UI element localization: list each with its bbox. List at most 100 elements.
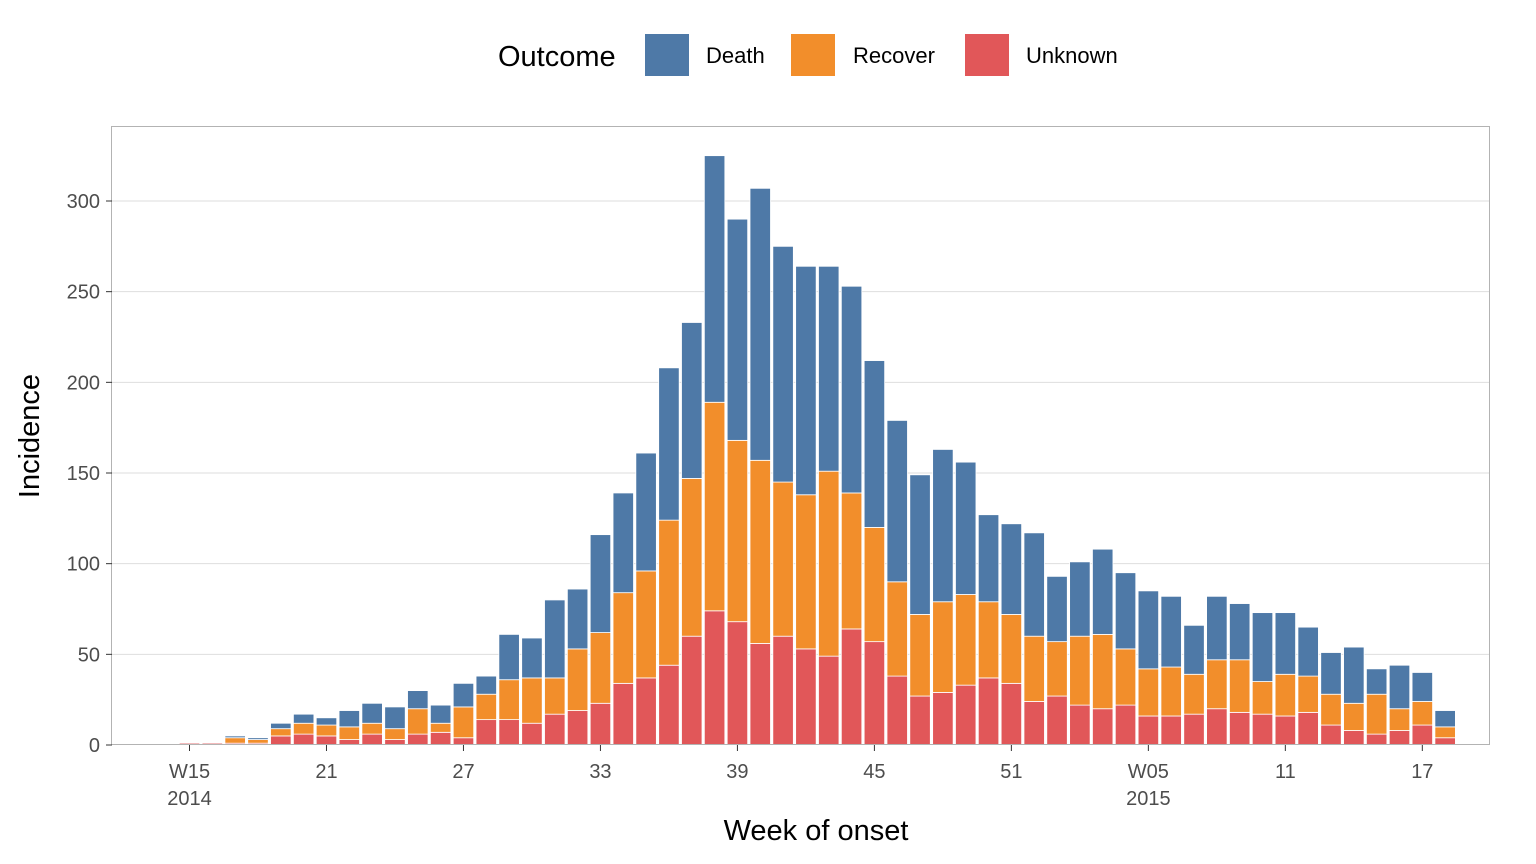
legend: Outcome Death Recover Unknown: [498, 34, 1118, 76]
bar-death: [863, 360, 886, 528]
bar-unknown: [429, 731, 452, 746]
bar-unknown: [498, 719, 520, 746]
bar-death: [292, 713, 315, 724]
bar-death: [635, 452, 657, 572]
x-tick-label: 27: [452, 761, 474, 783]
bar-recover: [270, 728, 292, 737]
bar-death: [384, 706, 406, 730]
bar-recover: [1137, 668, 1160, 717]
bar-unknown: [521, 722, 543, 746]
bar-recover: [658, 519, 680, 666]
bar-recover: [452, 706, 475, 739]
bar-death: [977, 514, 1000, 603]
bar-death: [315, 717, 338, 726]
bar-death: [932, 449, 954, 603]
bar-death: [1229, 603, 1251, 661]
bar-death: [452, 682, 475, 708]
bar-recover: [840, 492, 863, 630]
bar-unknown: [977, 677, 1000, 746]
bar-death: [498, 633, 520, 681]
x-tick-label: W05: [1128, 761, 1169, 783]
legend-key-recover: [791, 34, 835, 76]
bar-death: [1206, 595, 1228, 661]
bar-unknown: [1251, 713, 1274, 746]
bar-death: [1297, 626, 1319, 677]
bar-recover: [772, 481, 794, 637]
x-tick-label: 17: [1411, 761, 1433, 783]
bar-death: [247, 737, 269, 740]
bar-death: [612, 492, 634, 594]
bar-death: [1411, 672, 1433, 702]
bar-recover: [429, 722, 452, 733]
bar-death: [886, 420, 908, 583]
bar-recover: [726, 439, 749, 623]
bar-unknown: [749, 643, 771, 746]
bar-unknown: [1160, 715, 1182, 746]
bar-recover: [1343, 702, 1365, 731]
bar-unknown: [1206, 708, 1228, 746]
bar-recover: [292, 722, 315, 735]
bar-unknown: [1366, 733, 1388, 746]
legend-key-unknown: [965, 34, 1009, 76]
bar-unknown: [635, 677, 657, 746]
bar-recover: [589, 632, 612, 704]
y-tick-label: 0: [89, 735, 100, 757]
legend-label-death: Death: [706, 43, 765, 68]
x-axis-title: Week of onset: [724, 815, 909, 847]
x-tick-label: 39: [726, 761, 748, 783]
bar-recover: [407, 708, 429, 735]
bar-recover: [1069, 635, 1091, 706]
bar-unknown: [1183, 713, 1205, 746]
bar-death: [361, 702, 383, 724]
bar-unknown: [840, 628, 863, 746]
bar-recover: [1023, 635, 1045, 702]
bar-death: [1274, 612, 1296, 675]
y-tick-label: 50: [78, 644, 100, 666]
bar-recover: [749, 459, 771, 644]
bar-recover: [1206, 659, 1228, 710]
bars: [178, 155, 1456, 746]
bar-death: [338, 710, 360, 728]
bar-unknown: [361, 733, 383, 746]
bar-recover: [224, 737, 246, 744]
bar-recover: [795, 494, 817, 650]
bar-unknown: [1046, 695, 1068, 746]
bar-unknown: [1000, 682, 1023, 746]
bar-recover: [612, 592, 634, 684]
bar-recover: [1411, 701, 1433, 726]
bar-death: [1069, 561, 1091, 637]
bar-recover: [977, 601, 1000, 679]
bar-unknown: [818, 655, 840, 746]
bar-death: [1092, 548, 1114, 635]
bar-unknown: [955, 684, 977, 746]
bar-recover: [498, 679, 520, 721]
y-tick-label: 100: [67, 554, 100, 576]
bar-recover: [909, 614, 931, 697]
bar-recover: [1046, 641, 1068, 697]
bar-death: [772, 245, 794, 483]
bar-death: [1366, 668, 1388, 695]
bar-death: [955, 461, 977, 595]
bar-recover: [361, 722, 383, 735]
bar-recover: [863, 527, 886, 643]
bar-death: [658, 367, 680, 521]
bar-unknown: [1069, 704, 1091, 746]
bar-unknown: [452, 737, 475, 746]
bar-death: [521, 637, 543, 679]
y-axis-title: Incidence: [14, 374, 46, 498]
bar-death: [1343, 646, 1365, 704]
y-axis: 0 50 100 150 200 250 300: [67, 191, 112, 757]
bar-recover: [1229, 659, 1251, 713]
bar-death: [1251, 612, 1274, 682]
bar-recover: [1114, 648, 1137, 706]
bar-death: [475, 675, 497, 695]
bar-recover: [635, 570, 657, 679]
legend-key-death: [645, 34, 689, 76]
bar-death: [909, 474, 931, 615]
bar-death: [703, 155, 726, 403]
bar-recover: [1297, 675, 1319, 713]
bar-death: [1046, 575, 1068, 643]
bar-death: [1434, 710, 1456, 728]
legend-label-unknown: Unknown: [1026, 43, 1118, 68]
